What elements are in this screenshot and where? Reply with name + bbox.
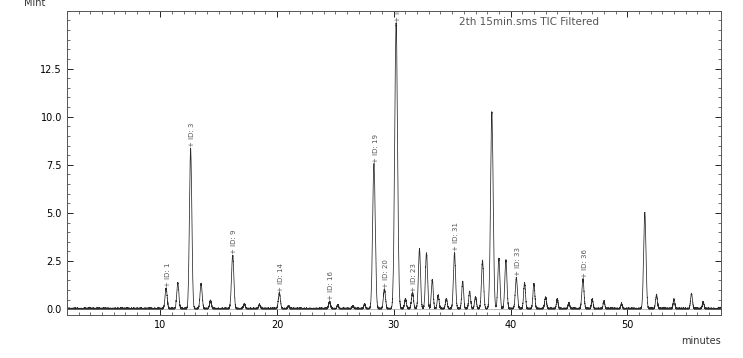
Text: + ID: 19: + ID: 19: [373, 134, 379, 163]
Text: + ID: 33: + ID: 33: [515, 247, 521, 276]
Text: + ID: 36: + ID: 36: [582, 249, 588, 278]
Text: 2th 15min.sms TIC Filtered: 2th 15min.sms TIC Filtered: [459, 17, 599, 27]
Text: + ID: 3: + ID: 3: [189, 122, 195, 147]
Text: + ID: 1: + ID: 1: [165, 262, 171, 287]
Text: + ID: 14: + ID: 14: [278, 263, 284, 291]
Text: + ID: 20: + ID: 20: [383, 259, 389, 288]
Text: + ID: 9: + ID: 9: [231, 229, 238, 254]
Text: minutes: minutes: [681, 337, 721, 346]
Text: Mint: Mint: [25, 0, 46, 8]
Text: + ID: 31: + ID: 31: [453, 222, 459, 251]
Text: + ID: 16: + ID: 16: [328, 271, 334, 300]
Text: + ID: 23: + ID: 23: [411, 263, 418, 291]
Text: + ID: 21: + ID: 21: [395, 0, 401, 22]
